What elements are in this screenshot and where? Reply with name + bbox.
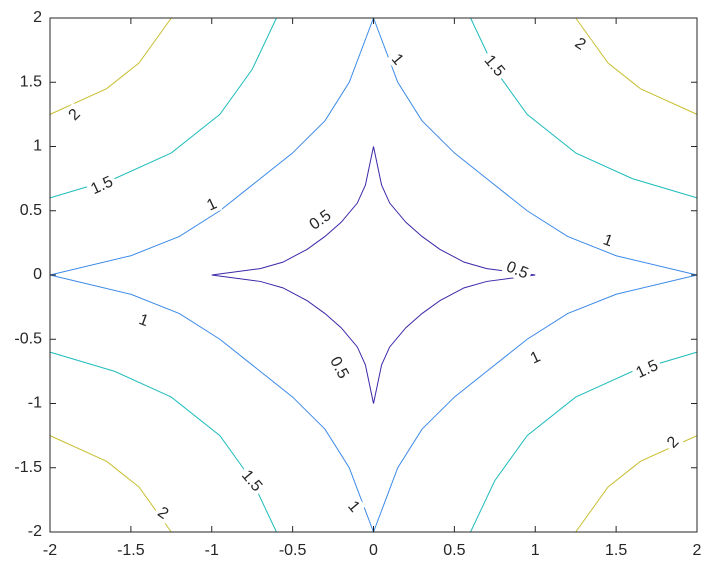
x-tick-label: 0.5 [443,542,465,559]
contours [49,17,698,534]
y-tick-label: 0.5 [20,202,42,219]
label-background [133,308,154,331]
contour-label: 1 [597,229,619,252]
y-tick-label: -2 [28,523,42,540]
label-background [500,256,534,284]
label-background [524,345,546,369]
label-background [85,170,119,200]
contour-label: 2 [569,32,592,56]
contour-label: 1 [201,193,223,216]
label-background [661,430,685,454]
x-tick-label: 1.5 [605,542,627,559]
label-background [151,501,175,525]
contour-line [211,146,536,404]
contour-label: 2 [151,501,175,525]
label-background [478,48,511,83]
x-tick-label: -0.5 [279,542,307,559]
y-tick-label: -0.5 [14,330,42,347]
contour-label: 2 [661,430,685,454]
label-background [324,350,355,385]
contour-label: 1 [133,308,154,331]
label-background [569,32,592,56]
contour-label: 1 [386,47,410,71]
label-background [386,47,410,71]
x-tick-label: 1 [531,542,540,559]
label-background [303,204,337,236]
label-background [342,494,366,518]
x-tick-label: 2 [693,542,702,559]
x-tick-label: -2 [43,542,57,559]
contour-label: 2 [62,102,86,127]
y-tick-label: 2 [33,9,42,26]
x-tick-label: 0 [369,542,378,559]
y-tick-label: 0 [33,266,42,283]
label-background [597,229,619,252]
label-background [630,354,664,383]
x-tick-label: -1.5 [117,542,145,559]
contour-line [49,17,698,533]
label-background [236,463,269,498]
y-tick-label: 1.5 [20,73,42,90]
contour-line [49,17,698,533]
axes: -2 -1.5 -1 -0.5 0 0.5 1 1.5 2 -2 -1.5 -1 -0.5 0 0.5 1 1.… [14,9,701,559]
x-tick-label: -1 [205,542,219,559]
label-background [62,102,86,127]
contour-label: 1 [342,494,366,518]
contour-label: 1 [524,345,546,369]
y-tick-label: 1 [33,138,42,155]
y-tick-label: -1 [28,395,42,412]
label-background [201,193,223,216]
plot-area [50,18,697,532]
y-tick-label: -1.5 [14,459,42,476]
